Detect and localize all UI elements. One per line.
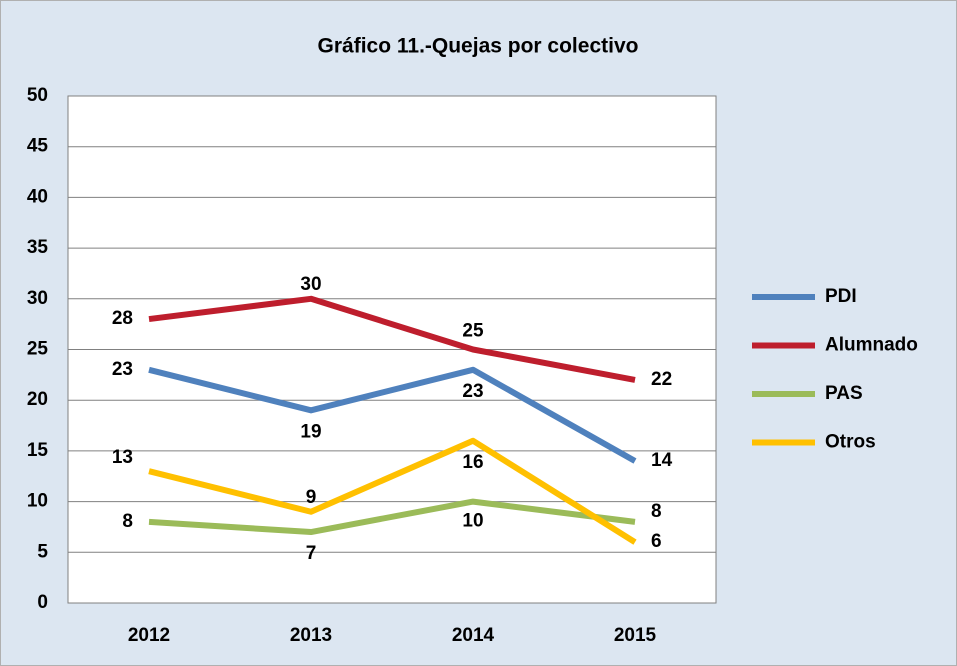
data-label: 19: [300, 421, 321, 442]
data-label: 8: [651, 501, 662, 522]
y-tick-label: 40: [27, 186, 48, 207]
data-label: 23: [112, 359, 133, 380]
x-tick-label: 2013: [290, 625, 332, 646]
y-tick-label: 45: [27, 136, 49, 157]
data-label: 30: [300, 274, 321, 295]
data-label: 14: [651, 450, 673, 471]
y-tick-label: 35: [27, 237, 49, 258]
y-tick-label: 5: [37, 541, 48, 562]
legend-label: Alumnado: [825, 335, 918, 356]
data-label: 6: [651, 531, 662, 552]
y-tick-label: 15: [27, 440, 49, 461]
series-line: [148, 437, 637, 545]
data-label: 25: [462, 321, 484, 342]
data-label: 23: [462, 381, 483, 402]
legend-label: Otros: [825, 432, 876, 453]
data-label: 13: [112, 447, 133, 468]
chart-title: Gráfico 11.-Quejas por colectivo: [318, 35, 639, 58]
series-line: [148, 366, 637, 464]
y-tick-label: 25: [27, 339, 49, 360]
x-tick-label: 2012: [128, 625, 170, 646]
legend-label: PDI: [825, 286, 857, 307]
data-label: 28: [112, 308, 133, 329]
y-tick-label: 0: [37, 592, 48, 613]
data-label: 7: [306, 543, 317, 564]
data-label: 10: [462, 511, 483, 532]
data-label: 16: [462, 452, 483, 473]
y-tick-label: 30: [27, 288, 48, 309]
data-label: 22: [651, 369, 672, 390]
x-tick-label: 2015: [614, 625, 657, 646]
y-tick-label: 50: [27, 85, 48, 106]
series-line: [148, 295, 636, 383]
data-label: 8: [122, 511, 133, 532]
data-label: 9: [306, 487, 317, 508]
y-tick-label: 10: [27, 491, 48, 512]
series-line: [148, 498, 636, 536]
legend-label: PAS: [825, 383, 863, 404]
y-tick-label: 20: [27, 389, 48, 410]
x-tick-label: 2014: [452, 625, 495, 646]
